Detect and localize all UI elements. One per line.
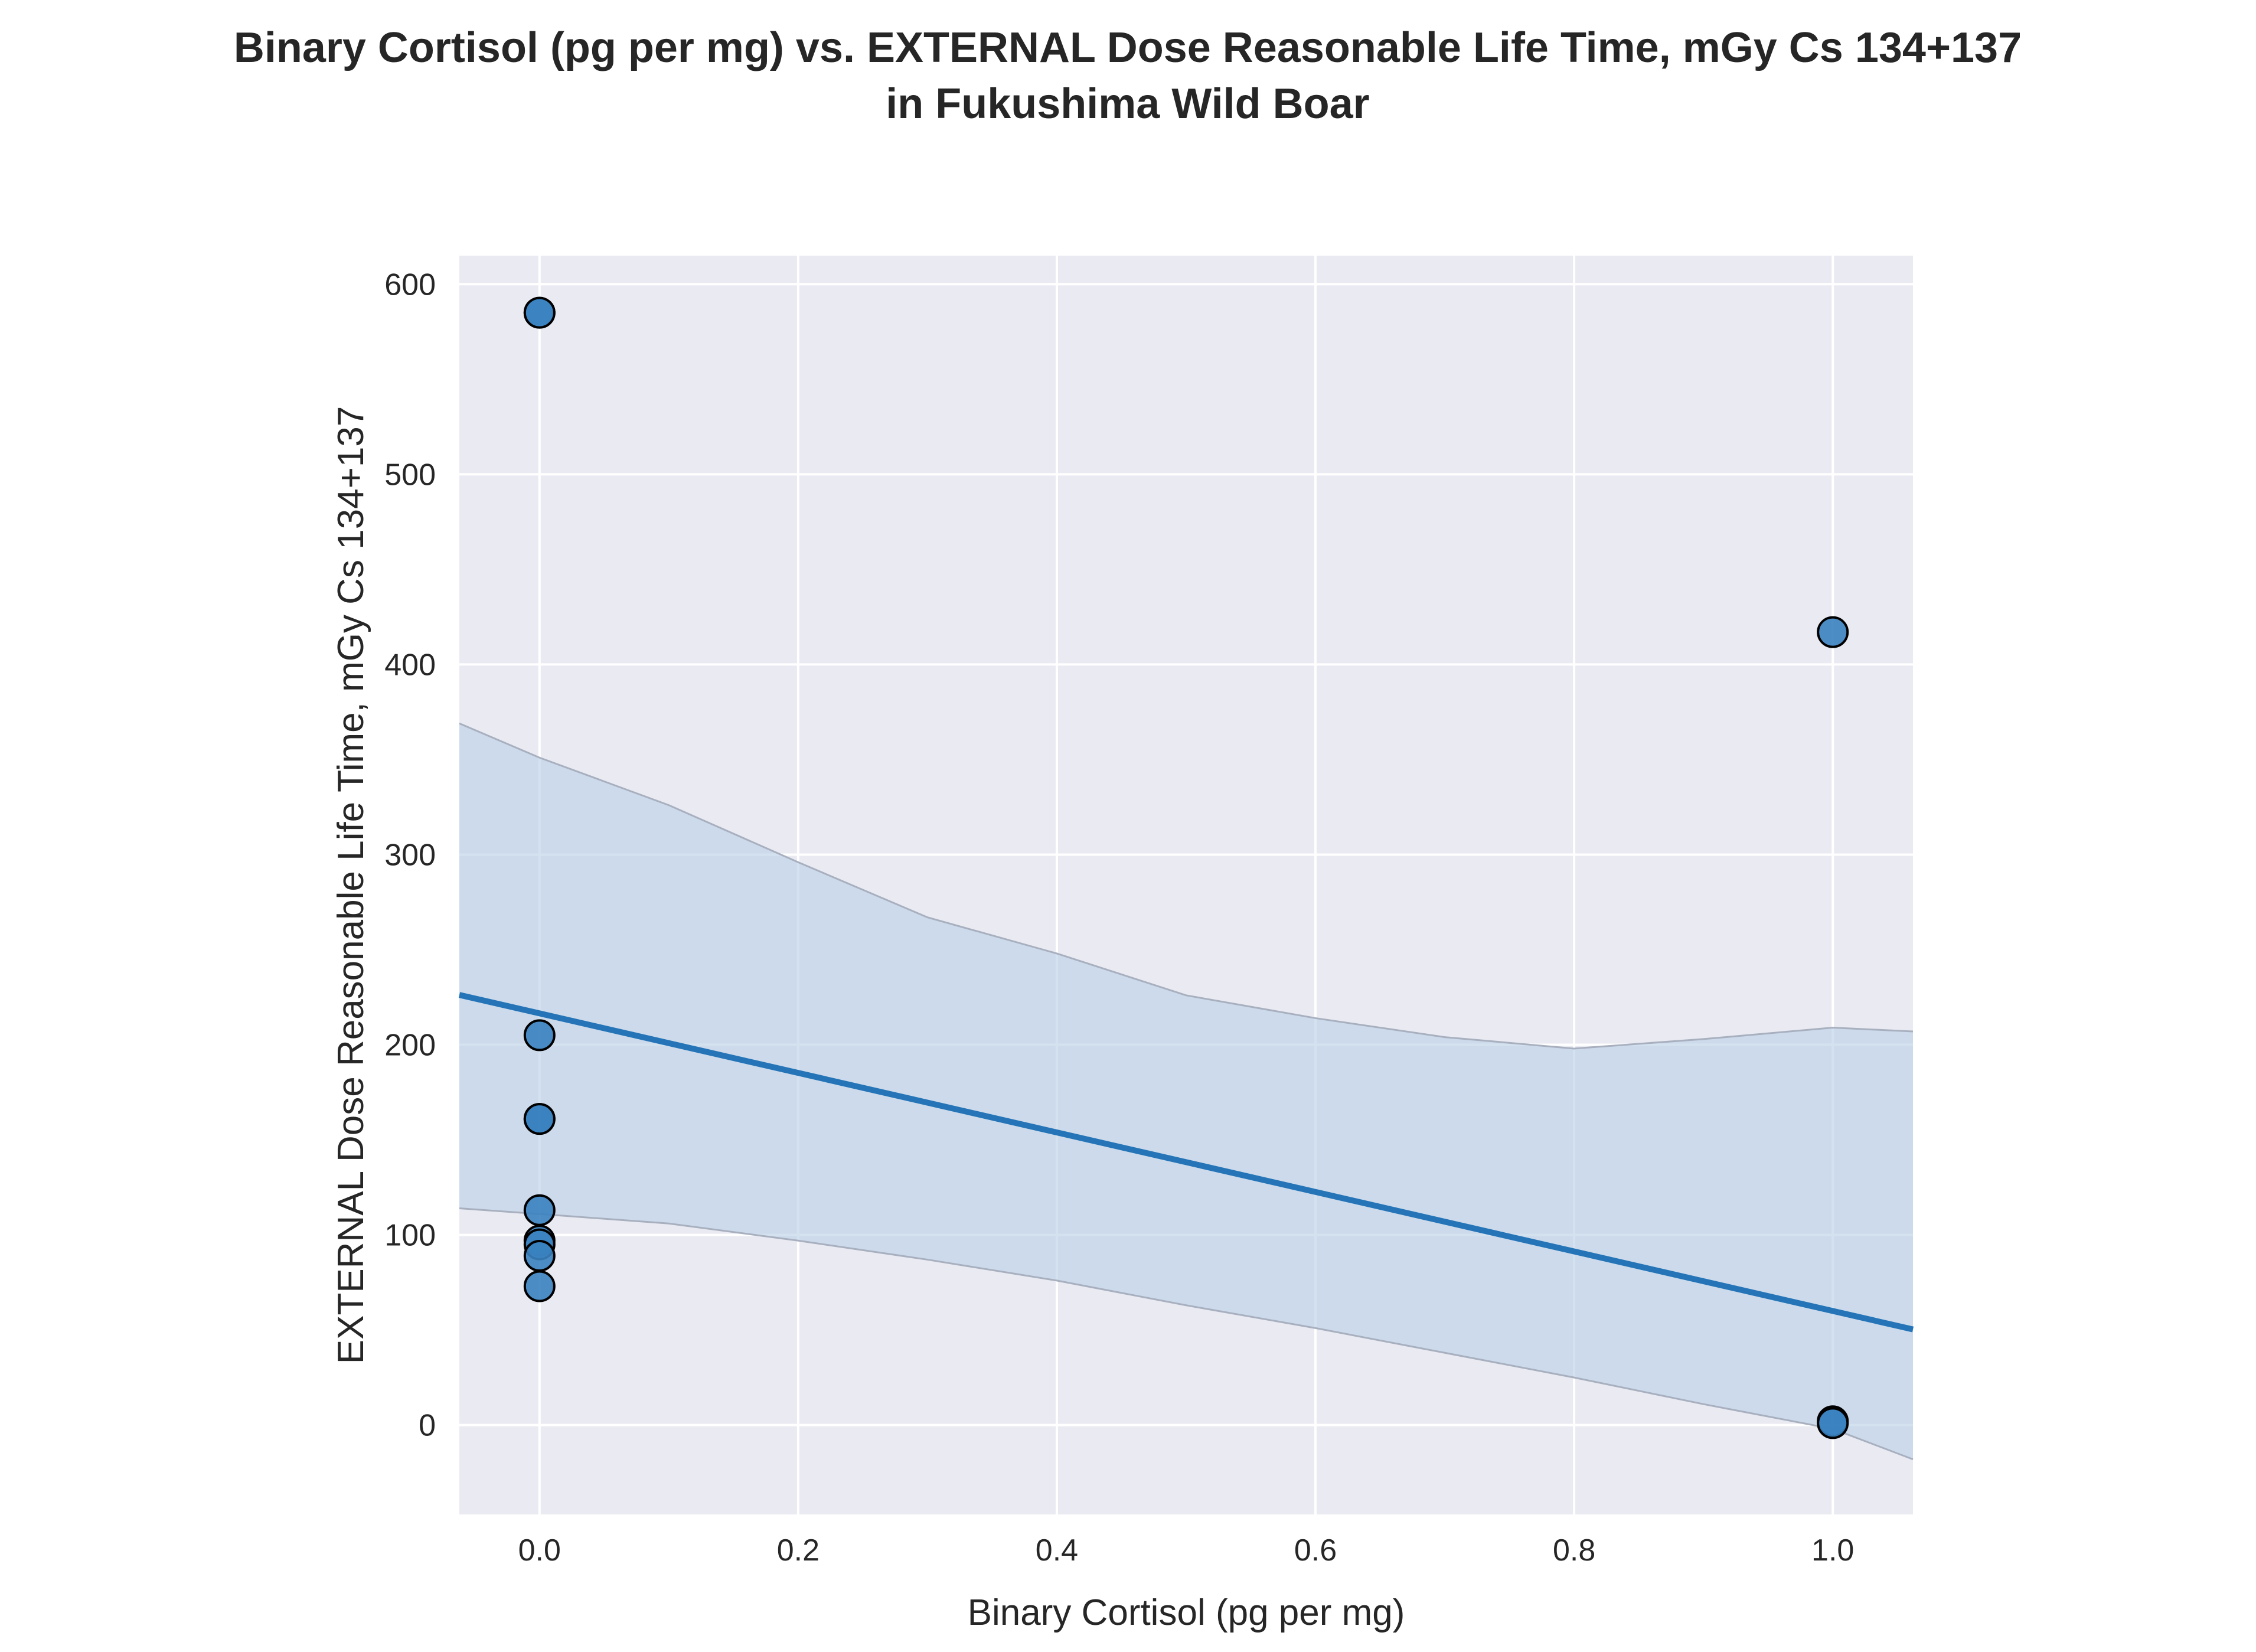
x-tick-label: 0.2 <box>777 1533 820 1568</box>
y-tick-label: 200 <box>384 1029 436 1063</box>
chart-subtitle: in Fukushima Wild Boar <box>886 80 1369 128</box>
data-point <box>523 1270 556 1302</box>
regression-line <box>458 992 1914 1333</box>
y-axis-label: EXTERNAL Dose Reasonable Life Time, mGy … <box>331 406 371 1364</box>
confidence-band-area <box>459 723 1913 1460</box>
y-tick-label: 600 <box>384 267 436 302</box>
data-point <box>523 296 556 329</box>
confidence-band-upper-edge <box>459 722 1914 1050</box>
data-point <box>523 1019 556 1052</box>
y-tick-labels: 0 100 200 300 400 500 600 <box>384 267 436 1442</box>
confidence-band <box>459 722 1914 1461</box>
data-point <box>523 1194 556 1226</box>
x-tick-labels: 0.0 0.2 0.4 0.6 0.8 1.0 <box>518 1533 1855 1568</box>
y-tick-label: 0 <box>419 1409 436 1443</box>
data-point <box>523 1240 556 1272</box>
confidence-band-lower-edge <box>459 1207 1914 1461</box>
x-tick-label: 0.6 <box>1294 1533 1337 1568</box>
x-axis-label: Binary Cortisol (pg per mg) <box>968 1592 1405 1633</box>
x-tick-label: 0.8 <box>1553 1533 1595 1568</box>
data-point <box>523 1103 556 1135</box>
x-tick-label: 0.0 <box>518 1533 561 1568</box>
data-points <box>523 296 1849 1439</box>
chart-title: Binary Cortisol (pg per mg) vs. EXTERNAL… <box>234 24 2022 71</box>
y-tick-label: 400 <box>384 648 436 682</box>
y-tick-label: 300 <box>384 838 436 872</box>
data-point <box>1817 616 1849 648</box>
regression-line-group <box>458 992 1914 1333</box>
y-tick-label: 500 <box>384 458 436 492</box>
y-tick-label: 100 <box>384 1219 436 1253</box>
data-point <box>1817 1407 1849 1439</box>
x-tick-label: 0.4 <box>1036 1533 1078 1568</box>
x-tick-label: 1.0 <box>1811 1533 1854 1568</box>
